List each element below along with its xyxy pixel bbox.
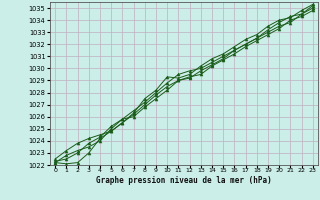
X-axis label: Graphe pression niveau de la mer (hPa): Graphe pression niveau de la mer (hPa) (96, 176, 272, 185)
